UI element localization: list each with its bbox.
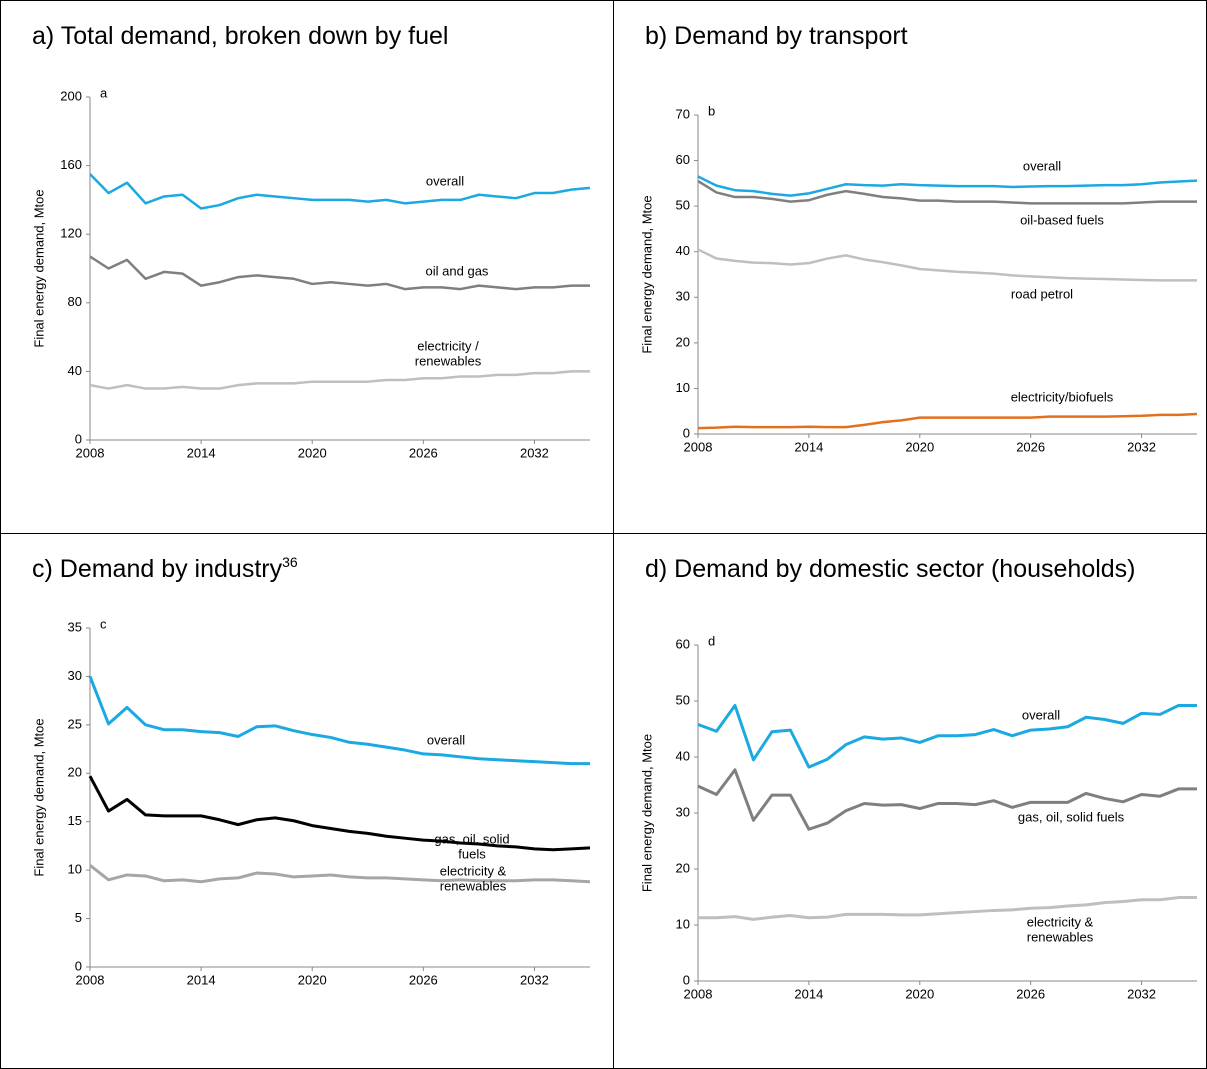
y-tick-label: 40 [676,748,690,763]
y-tick-label: 120 [60,226,82,241]
y-tick-label: 160 [60,157,82,172]
y-tick-label: 10 [676,380,690,395]
y-tick-label: 80 [68,294,82,309]
series-label: electricity & renewables [1027,915,1094,945]
y-tick-label: 15 [68,813,82,828]
panel-title-text: a) Total demand, broken down by fuel [32,22,448,50]
title-superscript: 36 [282,554,298,570]
panel-title: a) Total demand, broken down by fuel [32,22,448,50]
x-tick-label: 2032 [520,972,549,987]
y-tick-label: 60 [676,152,690,167]
series-label: overall [426,173,464,188]
y-tick-label: 60 [676,636,690,651]
y-tick-label: 50 [676,692,690,707]
series-line [698,896,1197,921]
y-tick-label: 40 [676,243,690,258]
panel-letter: d [708,633,715,648]
x-tick-label: 2026 [409,972,438,987]
x-tick-label: 2008 [684,439,713,454]
y-tick-label: 20 [676,334,690,349]
series-label: electricity/biofuels [1011,389,1114,404]
series-line [88,775,591,852]
y-tick-label: 70 [676,106,690,121]
x-tick-label: 2032 [1127,439,1156,454]
x-tick-label: 2020 [298,972,327,987]
y-tick-label: 10 [676,916,690,931]
y-tick-label: 30 [676,804,690,819]
panel-title-text: c) Demand by industry [32,555,283,583]
x-tick-label: 2020 [298,445,327,460]
x-tick-label: 2020 [905,986,934,1001]
y-tick-label: 10 [68,862,82,877]
series-label: overall [1022,707,1060,722]
x-tick-label: 2008 [684,986,713,1001]
y-axis-label: Final energy demand, Mtoe [639,195,654,353]
y-tick-label: 50 [676,198,690,213]
y-tick-label: 30 [68,668,82,683]
x-tick-label: 2014 [187,445,216,460]
x-tick-label: 2014 [794,986,823,1001]
x-tick-label: 2020 [905,439,934,454]
series-line [88,675,590,766]
y-tick-label: 20 [68,765,82,780]
panel-title: b) Demand by transport [645,22,908,50]
y-tick-label: 35 [68,619,82,634]
series-line [697,175,1198,197]
y-tick-label: 0 [75,958,82,973]
series-label: gas, oil, solid fuels [1018,809,1125,824]
x-tick-label: 2032 [520,445,549,460]
y-tick-label: 30 [676,289,690,304]
y-tick-label: 40 [68,363,82,378]
y-tick-label: 5 [75,910,82,925]
x-tick-label: 2014 [187,972,216,987]
panel-title-text: d) Demand by domestic sector (households… [645,555,1136,583]
y-tick-label: 0 [683,972,690,987]
series-line [697,412,1198,430]
panel-letter: c [100,616,107,631]
y-tick-label: 0 [683,425,690,440]
x-tick-label: 2008 [76,445,105,460]
series-label: oil-based fuels [1020,212,1104,227]
panel-letter: b [708,103,715,118]
y-axis-label: Final energy demand, Mtoe [31,718,46,876]
panel-title: d) Demand by domestic sector (households… [645,555,1136,583]
series-line [89,864,591,884]
series-line [89,370,590,390]
x-tick-label: 2008 [76,972,105,987]
series-label: electricity & renewables [440,864,507,894]
y-axis-label: Final energy demand, Mtoe [639,734,654,892]
series-line [697,768,1197,831]
x-tick-label: 2026 [409,445,438,460]
series-line [89,255,590,291]
x-tick-label: 2032 [1127,986,1156,1001]
series-line [697,248,1197,282]
x-tick-label: 2026 [1016,439,1045,454]
y-tick-label: 20 [676,860,690,875]
x-tick-label: 2026 [1016,986,1045,1001]
y-tick-label: 25 [68,716,82,731]
series-line [697,180,1197,205]
series-label: overall [1023,158,1061,173]
series-label: oil and gas [426,263,489,278]
series-label: road petrol [1011,286,1073,301]
series-line [697,703,1197,769]
series-label: overall [427,732,465,747]
y-tick-label: 200 [60,88,82,103]
series-label: gas, oil, solid fuels [434,832,509,862]
y-axis-label: Final energy demand, Mtoe [31,189,46,347]
y-tick-label: 0 [75,431,82,446]
series-label: electricity / renewables [415,339,482,369]
panel-title: c) Demand by industry36 [32,554,298,583]
x-tick-label: 2014 [794,439,823,454]
panel-title-text: b) Demand by transport [645,22,908,50]
series-line [89,173,591,210]
panel-letter: a [100,85,108,100]
